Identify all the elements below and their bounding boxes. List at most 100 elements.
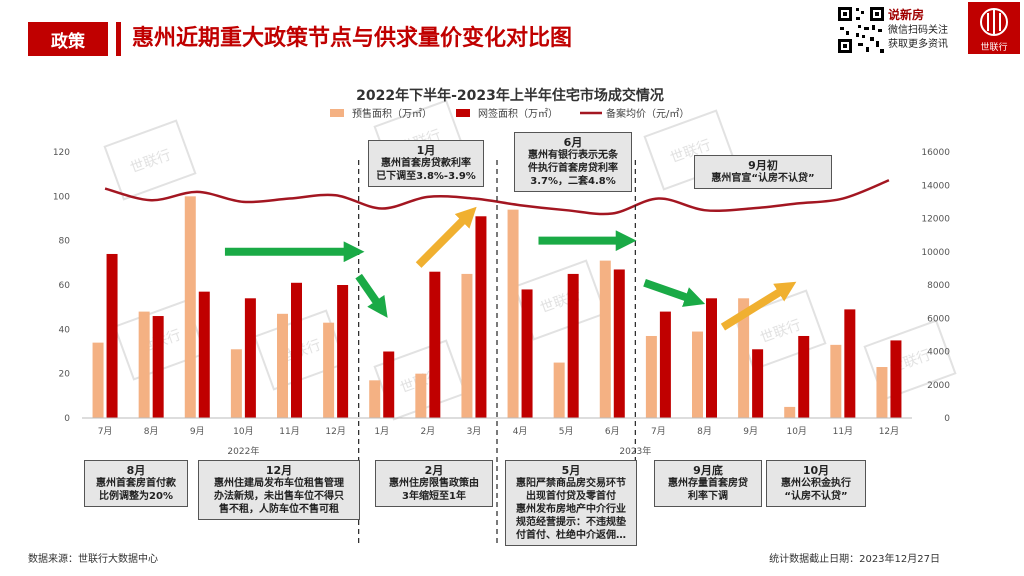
y-right-tick-label: 8000 (927, 281, 950, 291)
annotation-text: 付首付、杜绝中介返佣… (516, 530, 626, 541)
bar-signed-area (890, 340, 902, 418)
annotation-title: 1月 (416, 144, 436, 157)
chart-title: 2022年下半年-2023年上半年住宅市场成交情况 (356, 87, 664, 104)
price-line (104, 179, 890, 216)
trend-arrow-yellow (415, 206, 477, 268)
annotation-text: 件执行首套房贷利率 (528, 163, 618, 174)
logo-text: 世联行 (980, 43, 1008, 53)
annotation-text: 惠州有银行表示无条 (528, 150, 618, 161)
annotation-bottom: 5月 惠阳严禁商品房交易环节 出现首付贷及零首付 惠州发布房地产中介行业 规范经营提示：… (505, 460, 637, 546)
annotation-text: 售不租，人防车位不售可租 (219, 504, 339, 515)
annotation-text: 惠州住建局发布车位租售管理 (214, 478, 344, 489)
watermark-text: 世联行 (758, 317, 803, 346)
x-tick-label: 3月 (467, 426, 482, 437)
annotation-top: 1月 惠州首套房贷款利率 已下调至3.8%-3.9% (368, 140, 484, 187)
x-tick-label: 6月 (605, 426, 620, 437)
bar-presale-area (784, 406, 796, 418)
bar-presale-area (415, 373, 427, 418)
annotation-title: 2月 (424, 464, 444, 477)
legend-item: 备案均价（元/㎡） (580, 107, 689, 120)
y-right-tick-label: 4000 (927, 348, 950, 358)
y-right-tick-label: 12000 (921, 215, 950, 225)
qr-code-icon (836, 5, 886, 55)
bar-presale-area (230, 349, 242, 418)
y-left-tick-label: 40 (59, 325, 71, 335)
bar-signed-area (198, 291, 210, 418)
x-tick-label: 5月 (559, 426, 574, 437)
bar-presale-area (277, 313, 288, 418)
y-left-tick-label: 120 (53, 148, 70, 158)
x-tick-label: 1月 (374, 426, 389, 437)
annotation-text: 惠州首套房首付款 (96, 478, 176, 489)
annotation-text: 惠州发布房地产中介行业 (516, 504, 626, 515)
x-tick-label: 7月 (98, 426, 113, 437)
legend-label: 预售面积（万㎡） (352, 107, 432, 120)
x-tick-label: 7月 (651, 426, 666, 437)
bar-presale-area (876, 367, 888, 418)
company-logo-icon (968, 2, 1020, 54)
x-tick-label: 2月 (420, 426, 435, 437)
x-tick-label: 9月 (743, 426, 758, 437)
brand-name: 说新房 (888, 8, 925, 22)
bar-signed-area (613, 269, 625, 418)
bar-presale-area (738, 298, 750, 418)
bar-signed-area (291, 282, 302, 418)
bar-presale-area (369, 380, 381, 418)
y-right-tick-label: 10000 (921, 248, 950, 258)
annotation-text: 出现首付贷及零首付 (526, 491, 616, 502)
bar-signed-area (567, 273, 579, 418)
x-tick-label: 4月 (513, 426, 528, 437)
annotation-text: 惠阳严禁商品房交易环节 (516, 478, 626, 489)
x-tick-label: 8月 (144, 426, 159, 437)
bar-signed-area (383, 351, 395, 418)
title-accent-bar (116, 22, 121, 56)
annotation-bottom: 8月 惠州首套房首付款 比例调整为20% (84, 460, 188, 507)
annotation-text: “认房不认贷” (784, 491, 848, 502)
year-label: 2023年 (619, 445, 651, 457)
bar-signed-area (752, 349, 764, 418)
bar-signed-area (429, 271, 441, 418)
bar-signed-area (844, 309, 856, 418)
section-tag: 政策 (28, 22, 108, 56)
y-right-tick-label: 2000 (927, 381, 950, 391)
annotation-title: 10月 (802, 464, 830, 477)
brand-line-2: 获取更多资讯 (888, 39, 948, 50)
x-tick-label: 11月 (279, 426, 299, 437)
y-right-tick-label: 0 (944, 414, 950, 424)
trend-arrow-green (355, 273, 388, 318)
y-left-tick-label: 80 (59, 237, 71, 247)
legend-swatch (330, 109, 344, 117)
bar-signed-area (244, 298, 256, 418)
annotation-text: 惠州官宣“认房不认贷” (711, 173, 815, 184)
annotation-title: 8月 (126, 464, 146, 477)
annotation-bottom: 10月 惠州公积金执行 “认房不认贷” (766, 460, 866, 507)
y-right-tick-label: 16000 (921, 148, 950, 158)
bar-signed-area (659, 311, 671, 418)
bar-presale-area (553, 362, 565, 418)
annotation-bottom: 12月 惠州住建局发布车位租售管理 办法新规，未出售车位不得只 售不租，人防车位不售可… (198, 460, 360, 520)
watermark-text: 世联行 (128, 147, 173, 176)
annotation-top: 9月初 惠州官宣“认房不认贷” (694, 155, 832, 189)
bar-presale-area (138, 311, 150, 418)
bar-signed-area (521, 289, 533, 418)
legend-label: 网签面积（万㎡） (478, 107, 558, 120)
bar-signed-area (798, 335, 810, 418)
annotation-title: 6月 (563, 136, 583, 149)
data-cutoff-date: 统计数据截止日期：2023年12月27日 (769, 554, 940, 565)
annotation-title: 9月初 (748, 159, 778, 172)
annotation-text: 3年缩短至1年 (402, 491, 466, 502)
bar-presale-area (461, 273, 473, 418)
watermark: 世联行 (103, 119, 197, 201)
x-tick-label: 8月 (697, 426, 712, 437)
annotation-text: 利率下调 (688, 491, 728, 502)
y-left-tick-label: 0 (64, 414, 70, 424)
brand-subtitle: 微信扫码关注 获取更多资讯 (888, 24, 948, 52)
bar-presale-area (830, 344, 842, 418)
legend-swatch (456, 109, 470, 117)
legend-item: 网签面积（万㎡） (456, 107, 558, 120)
bar-signed-area (475, 216, 487, 418)
bar-signed-area (337, 285, 349, 418)
annotation-text: 惠州存量首套房贷 (668, 478, 748, 489)
bar-presale-area (92, 342, 104, 418)
